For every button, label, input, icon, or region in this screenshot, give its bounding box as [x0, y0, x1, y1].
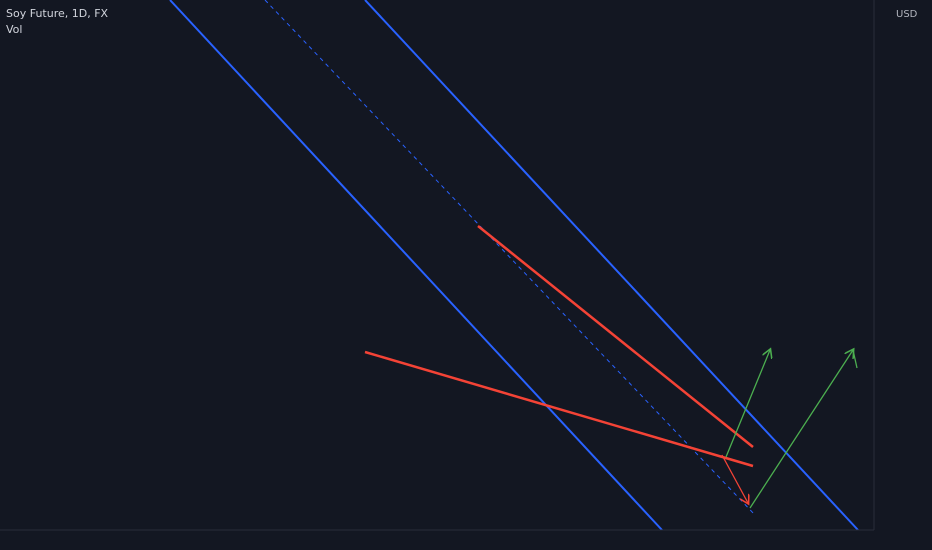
drawings [169, 0, 859, 531]
channel-line [364, 0, 859, 531]
wedge-line [364, 350, 754, 468]
indicator-label: Vol [6, 23, 22, 36]
arrow [749, 350, 853, 509]
arrow [725, 350, 770, 458]
chart-title: Soy Future, 1D, FX [6, 7, 109, 20]
arrow-tail [852, 349, 858, 369]
currency: USD [896, 9, 918, 20]
time-axis [0, 530, 874, 550]
arrow [721, 454, 748, 503]
wedge-line [477, 225, 754, 448]
channel-mid [264, 0, 756, 516]
channel-line [169, 0, 663, 531]
price-axis [874, 0, 932, 550]
